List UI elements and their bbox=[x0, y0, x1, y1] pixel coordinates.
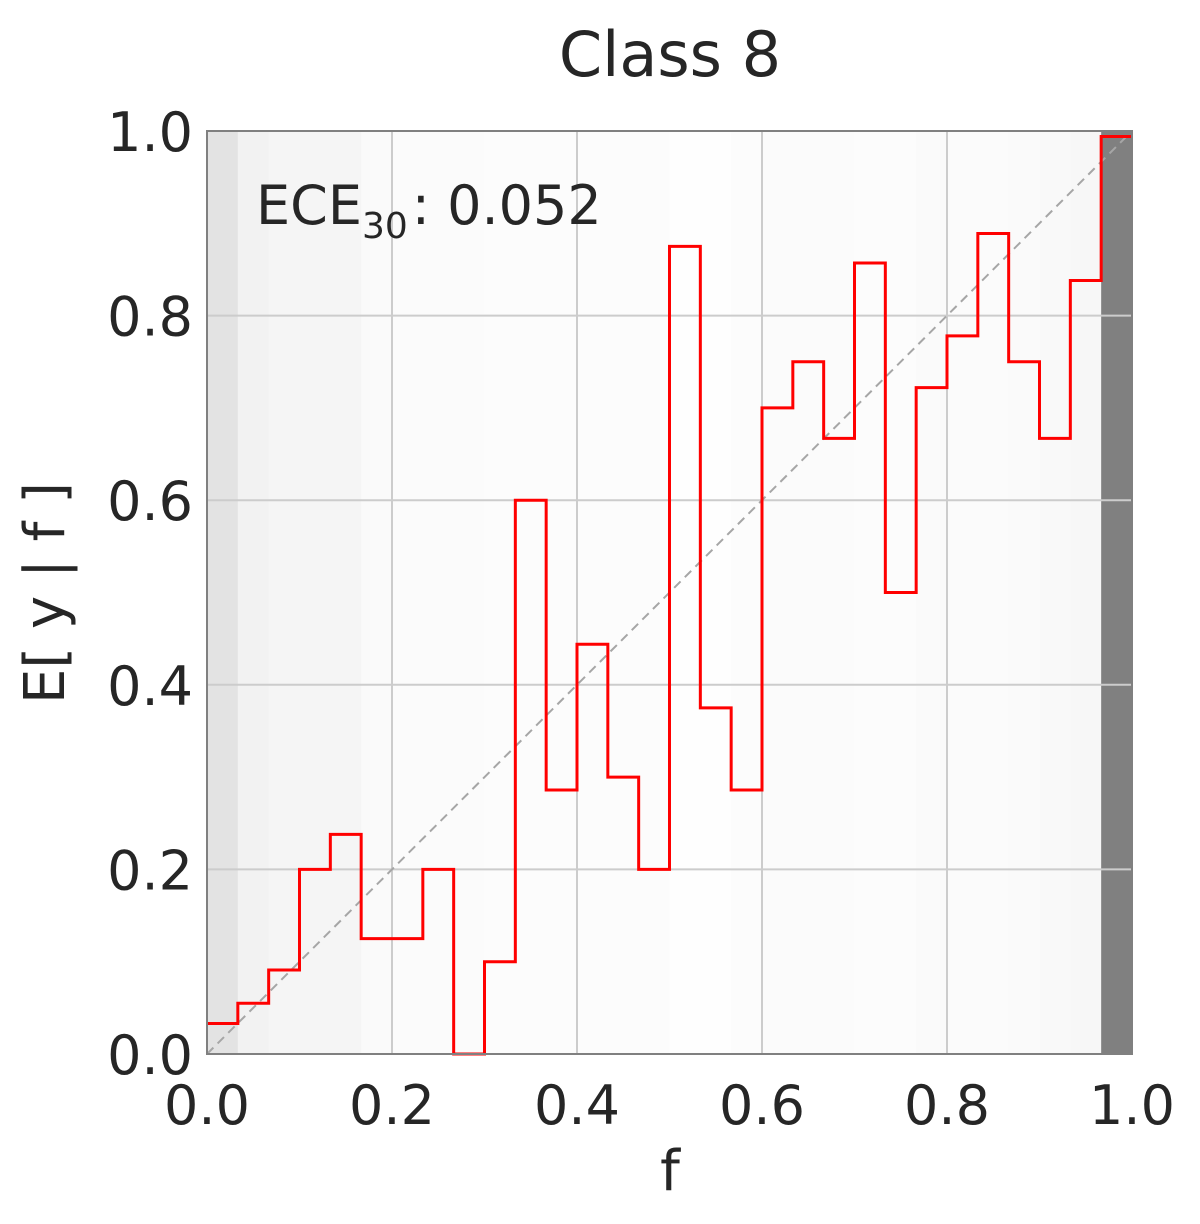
density-bin bbox=[607, 131, 640, 1054]
density-bin bbox=[577, 131, 609, 1054]
density-bin bbox=[731, 131, 763, 1054]
chart-title: Class 8 bbox=[559, 18, 781, 91]
y-tick-labels: 0.0 0.2 0.4 0.6 0.8 1.0 bbox=[107, 101, 193, 1087]
bin-density-shading bbox=[207, 131, 1133, 1054]
density-bin bbox=[792, 131, 825, 1054]
density-bin bbox=[1070, 131, 1102, 1054]
density-bin bbox=[977, 131, 1010, 1054]
ece-label: ECE bbox=[256, 174, 362, 237]
density-bin bbox=[330, 131, 362, 1054]
y-tick-label: 0.2 bbox=[107, 839, 193, 902]
y-tick-label: 0.4 bbox=[107, 655, 193, 718]
calibration-step-line bbox=[207, 135, 1132, 1056]
density-bin bbox=[422, 131, 455, 1054]
density-bin bbox=[268, 131, 300, 1054]
density-bin bbox=[854, 131, 886, 1054]
density-bin bbox=[484, 131, 516, 1054]
ece-annotation: ECE30: 0.052 bbox=[256, 174, 602, 247]
y-tick-label: 0.6 bbox=[107, 470, 193, 533]
x-tick-label: 0.2 bbox=[349, 1074, 435, 1137]
x-tick-labels: 0.0 0.2 0.4 0.6 0.8 1.0 bbox=[164, 1074, 1175, 1137]
density-bin bbox=[638, 131, 670, 1054]
density-bin bbox=[392, 131, 424, 1054]
x-tick-label: 0.8 bbox=[904, 1074, 990, 1137]
density-bin bbox=[823, 131, 855, 1054]
x-tick-label: 0.0 bbox=[164, 1074, 250, 1137]
density-bin bbox=[700, 131, 732, 1054]
density-bin bbox=[1008, 131, 1040, 1054]
x-tick-label: 1.0 bbox=[1089, 1074, 1175, 1137]
density-bin bbox=[207, 131, 239, 1054]
density-bin bbox=[515, 131, 547, 1054]
density-bin bbox=[546, 131, 578, 1054]
x-tick-label: 0.6 bbox=[719, 1074, 805, 1137]
y-tick-label: 0.0 bbox=[107, 1024, 193, 1087]
density-bin bbox=[947, 131, 979, 1054]
y-tick-label: 1.0 bbox=[107, 101, 193, 164]
y-tick-label: 0.8 bbox=[107, 286, 193, 349]
x-axis-label: f bbox=[660, 1139, 681, 1204]
density-bin bbox=[669, 131, 701, 1054]
y-axis-label: E[ y | f ] bbox=[13, 482, 78, 704]
density-bin bbox=[237, 131, 270, 1054]
density-bin bbox=[762, 131, 794, 1054]
density-bin bbox=[299, 131, 331, 1054]
density-bin bbox=[1101, 131, 1133, 1054]
density-bin bbox=[453, 131, 485, 1054]
plot-frame bbox=[206, 130, 1133, 1055]
density-bin bbox=[916, 131, 948, 1054]
ece-subscript: 30 bbox=[362, 206, 408, 247]
density-bin bbox=[1039, 131, 1071, 1054]
ece-value: : 0.052 bbox=[412, 174, 602, 237]
x-tick-label: 0.4 bbox=[534, 1074, 620, 1137]
density-bin bbox=[361, 131, 393, 1054]
